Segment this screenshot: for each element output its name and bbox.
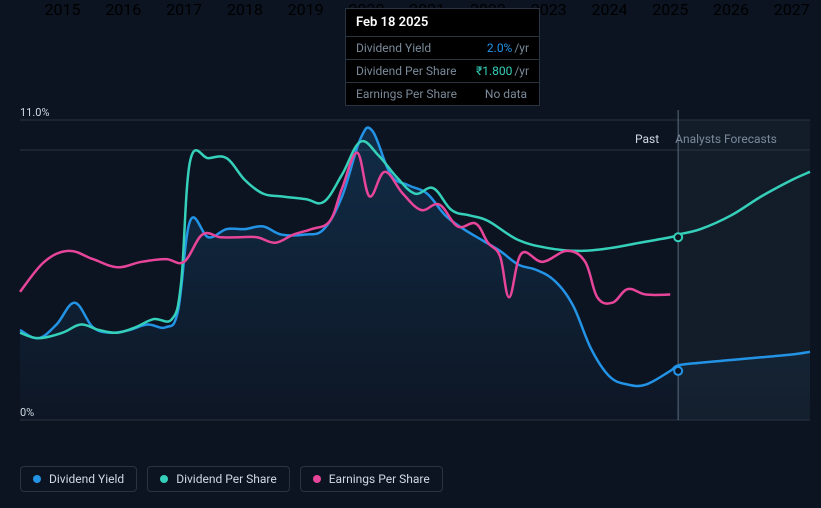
tooltip-row: Earnings Per ShareNo data bbox=[346, 83, 539, 105]
tooltip-value: No data bbox=[485, 87, 527, 101]
x-tick-label: 2025 bbox=[652, 0, 688, 19]
legend-label: Dividend Per Share bbox=[176, 472, 277, 486]
x-tick-label: 2018 bbox=[227, 0, 263, 19]
tooltip-date: Feb 18 2025 bbox=[346, 9, 539, 37]
tooltip-label: Dividend Per Share bbox=[356, 64, 476, 78]
tooltip-row: Dividend Per Share₹1.800 /yr bbox=[346, 60, 539, 83]
y-tick-label: 0% bbox=[20, 406, 34, 419]
tooltip-label: Dividend Yield bbox=[356, 41, 487, 55]
x-tick-label: 2019 bbox=[288, 0, 324, 19]
legend-label: Earnings Per Share bbox=[329, 472, 430, 486]
tooltip-value: 2.0% bbox=[487, 41, 512, 55]
past-forecast-toggle: Past Analysts Forecasts bbox=[635, 132, 777, 146]
legend-dot-icon bbox=[313, 475, 321, 483]
x-tick-label: 2016 bbox=[105, 0, 141, 19]
x-tick-label: 2024 bbox=[591, 0, 627, 19]
x-tick-label: 2027 bbox=[774, 0, 810, 19]
legend-item-earnings-per-share[interactable]: Earnings Per Share bbox=[300, 466, 443, 492]
legend-item-dividend-per-share[interactable]: Dividend Per Share bbox=[147, 466, 290, 492]
tooltip-unit: /yr bbox=[514, 64, 529, 78]
tooltip-row: Dividend Yield2.0% /yr bbox=[346, 37, 539, 60]
past-label[interactable]: Past bbox=[635, 132, 659, 146]
x-tick-label: 2017 bbox=[166, 0, 202, 19]
x-tick-label: 2015 bbox=[45, 0, 81, 19]
forecast-label[interactable]: Analysts Forecasts bbox=[675, 132, 777, 146]
legend-dot-icon bbox=[160, 475, 168, 483]
chart-legend: Dividend Yield Dividend Per Share Earnings… bbox=[20, 466, 443, 492]
dividend-chart: 0%11.0% 20152016201720182019202020212022… bbox=[0, 0, 821, 508]
legend-dot-icon bbox=[33, 475, 41, 483]
tooltip-value: ₹1.800 bbox=[476, 64, 512, 78]
x-tick-label: 2026 bbox=[713, 0, 749, 19]
tooltip-label: Earnings Per Share bbox=[356, 87, 485, 101]
chart-tooltip: Feb 18 2025 Dividend Yield2.0% /yrDivide… bbox=[345, 8, 540, 106]
legend-label: Dividend Yield bbox=[49, 472, 124, 486]
legend-item-dividend-yield[interactable]: Dividend Yield bbox=[20, 466, 137, 492]
tooltip-unit: /yr bbox=[514, 41, 529, 55]
y-tick-label: 11.0% bbox=[20, 106, 50, 119]
